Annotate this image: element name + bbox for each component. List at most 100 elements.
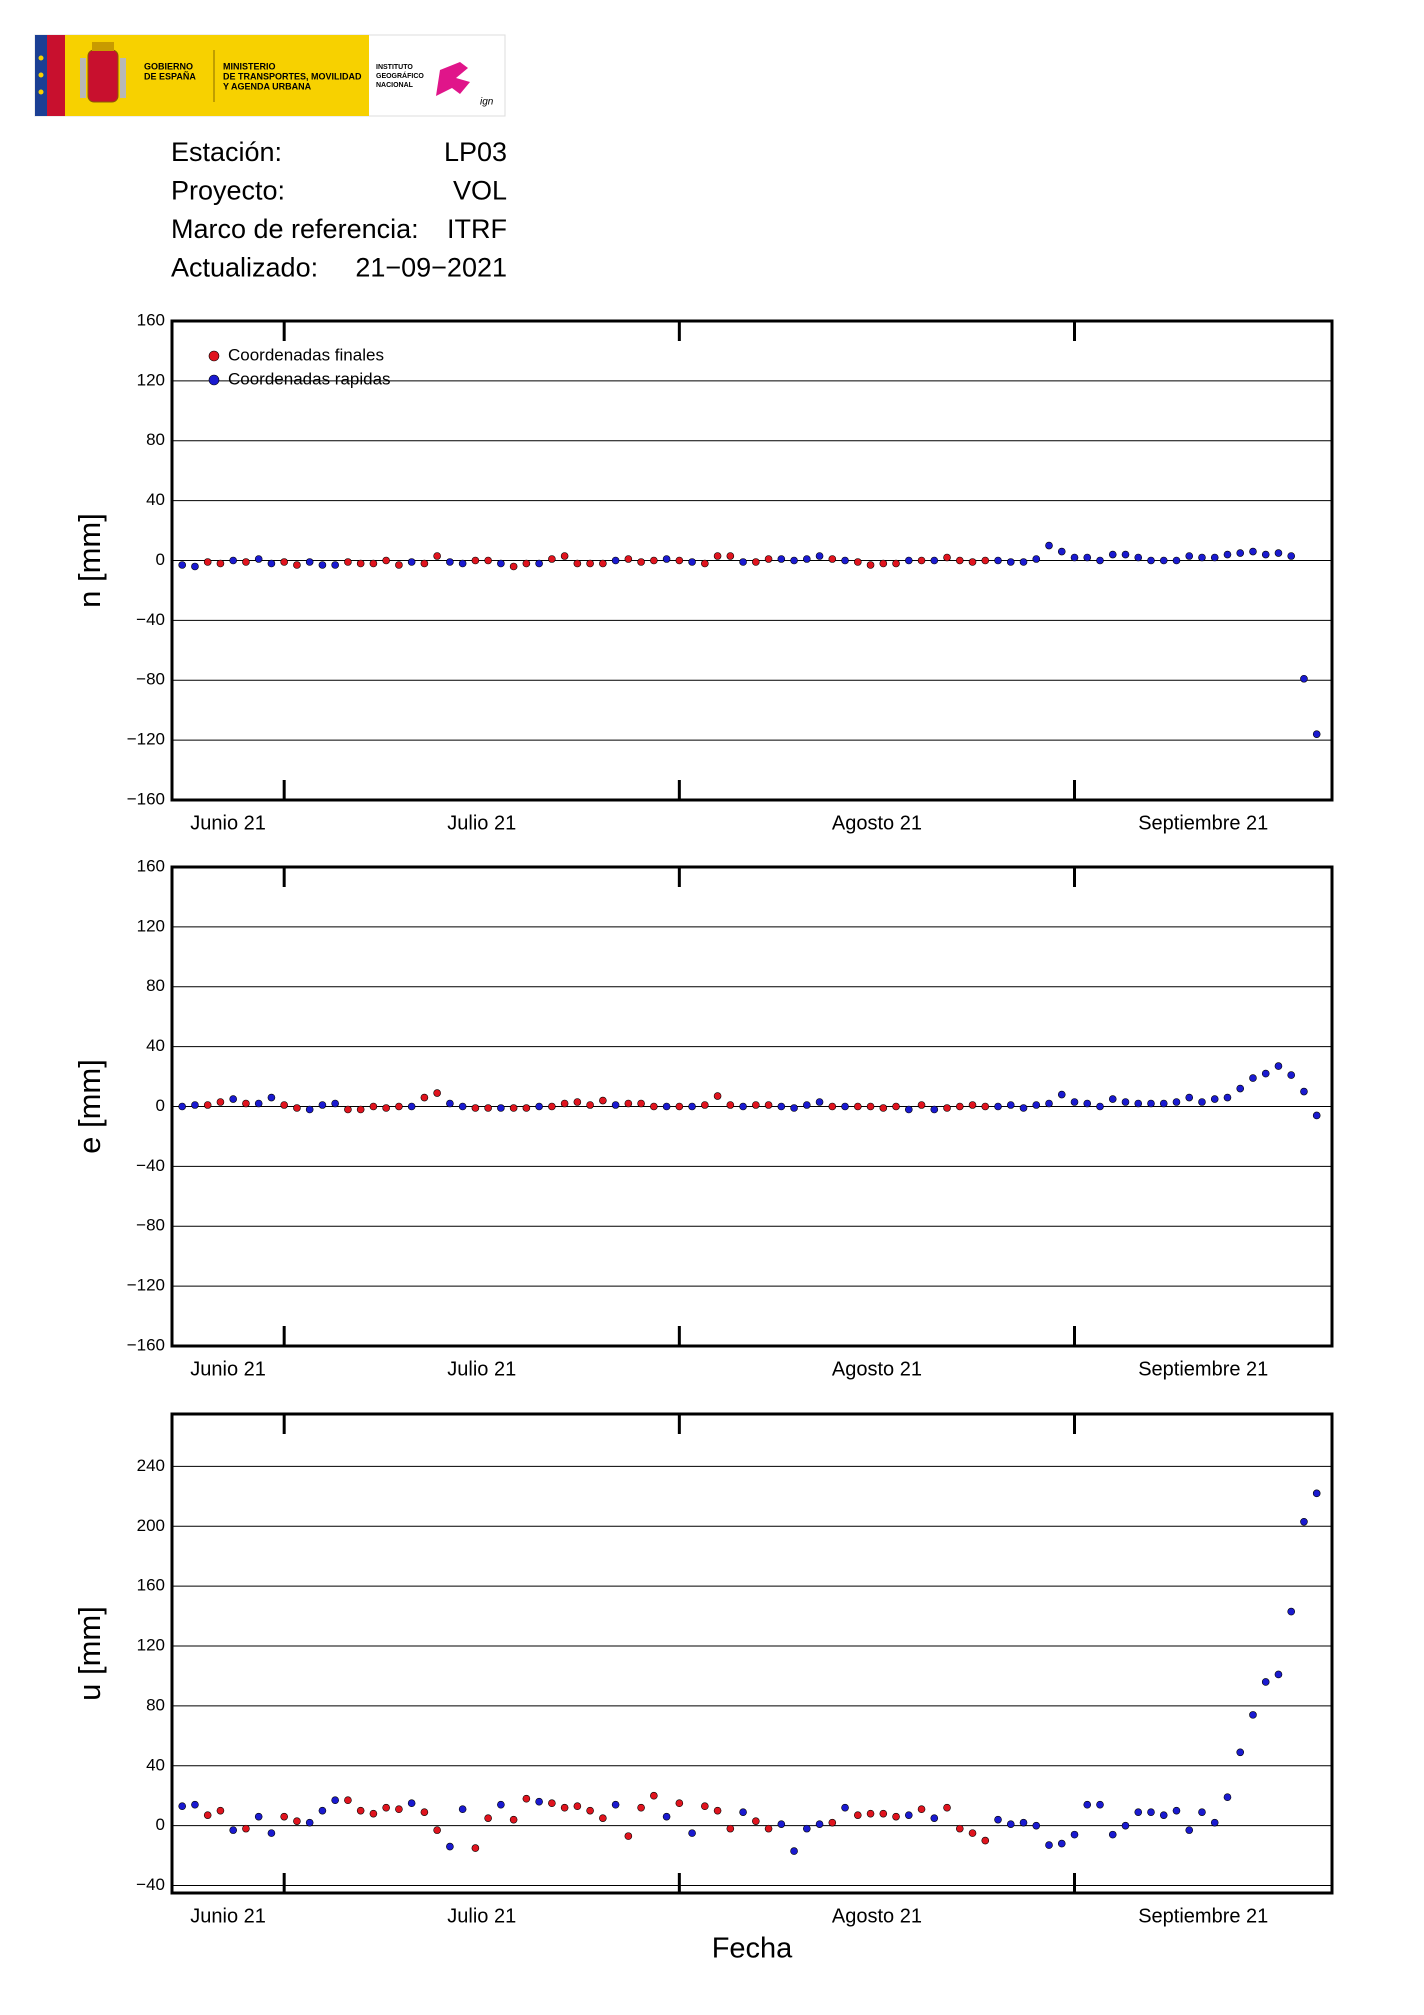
point xyxy=(407,558,416,566)
point xyxy=(866,1102,875,1111)
point xyxy=(675,1799,684,1807)
point xyxy=(675,556,684,565)
point xyxy=(369,559,378,568)
point xyxy=(1236,1748,1245,1757)
point xyxy=(267,1093,276,1102)
point xyxy=(1287,1607,1296,1616)
point xyxy=(1159,1099,1168,1108)
point xyxy=(1108,1830,1117,1839)
point xyxy=(815,1820,824,1828)
point xyxy=(254,1812,263,1821)
point xyxy=(446,558,454,566)
point xyxy=(713,552,722,560)
point xyxy=(446,1099,454,1108)
logo-text: DE TRANSPORTES, MOVILIDAD xyxy=(223,71,362,81)
point xyxy=(955,1102,964,1111)
point xyxy=(599,1096,607,1105)
point xyxy=(713,1806,722,1815)
point xyxy=(1147,1099,1155,1108)
point xyxy=(777,1820,786,1828)
y-axis-label: n [mm] xyxy=(72,513,107,608)
point xyxy=(1236,549,1245,557)
point xyxy=(305,558,314,566)
point xyxy=(892,559,900,568)
y-tick-label: 80 xyxy=(146,430,165,449)
point xyxy=(752,558,760,566)
point xyxy=(254,555,263,563)
plot-frame xyxy=(170,1412,1334,1895)
point xyxy=(446,1842,454,1851)
header-value: 21−09−2021 xyxy=(355,253,507,283)
point xyxy=(1198,1098,1206,1106)
point xyxy=(917,556,926,565)
point xyxy=(943,1803,951,1812)
y-tick-label: 160 xyxy=(137,310,165,329)
point xyxy=(484,556,492,565)
point xyxy=(382,1803,390,1812)
point xyxy=(981,1102,990,1111)
point xyxy=(560,552,569,560)
point xyxy=(216,1098,225,1106)
point xyxy=(509,562,518,571)
y-tick-label: 120 xyxy=(137,370,165,389)
point xyxy=(497,559,505,568)
point xyxy=(790,1847,798,1855)
point xyxy=(981,1836,990,1845)
point xyxy=(331,1796,339,1804)
y-tick-label: 240 xyxy=(137,1456,165,1475)
point xyxy=(866,561,875,569)
star xyxy=(38,55,44,61)
point xyxy=(854,1811,862,1819)
point xyxy=(854,558,862,566)
point xyxy=(1045,1841,1053,1849)
point xyxy=(1300,674,1308,683)
point xyxy=(764,1824,773,1833)
point xyxy=(1185,1826,1194,1834)
point xyxy=(917,1805,926,1813)
chart: −160 −120 −80 −40 0 40 80 120 160 Junio 21 Julio 2… xyxy=(72,310,1334,834)
point xyxy=(815,1098,824,1106)
point xyxy=(1210,1095,1219,1103)
point xyxy=(1121,550,1130,559)
point xyxy=(1172,1806,1181,1815)
point xyxy=(994,556,1002,565)
point xyxy=(828,1102,837,1111)
point xyxy=(1249,1711,1257,1719)
point xyxy=(879,1104,888,1112)
point xyxy=(1261,1678,1270,1686)
point xyxy=(1108,1095,1117,1103)
point xyxy=(675,1102,684,1111)
point xyxy=(254,1099,263,1108)
point xyxy=(624,555,633,563)
point xyxy=(548,1102,556,1111)
header-value: LP03 xyxy=(444,137,507,167)
plot-area xyxy=(172,1414,1332,1893)
point xyxy=(1070,553,1079,562)
point xyxy=(1083,1800,1092,1809)
x-tick-label: Julio 21 xyxy=(447,1905,516,1927)
y-tick-label: 0 xyxy=(156,1815,165,1834)
legend-label: Coordenadas finales xyxy=(228,345,384,364)
point xyxy=(471,556,480,565)
x-tick-label: Julio 21 xyxy=(447,1358,516,1380)
point xyxy=(573,559,582,568)
point xyxy=(535,1102,543,1111)
logo-text: INSTITUTO xyxy=(376,64,413,71)
point xyxy=(866,1809,875,1818)
y-tick-label: 40 xyxy=(146,1036,165,1055)
point xyxy=(650,1791,658,1800)
point xyxy=(471,1844,480,1852)
point xyxy=(522,1104,531,1112)
point xyxy=(1134,1099,1143,1108)
point xyxy=(879,559,888,568)
point xyxy=(1172,556,1181,565)
point xyxy=(739,1102,747,1111)
point xyxy=(586,1806,594,1815)
point xyxy=(395,1102,403,1111)
x-tick-label: Junio 21 xyxy=(190,812,266,834)
x-tick-label: Junio 21 xyxy=(190,1358,266,1380)
point xyxy=(1070,1830,1079,1839)
point xyxy=(841,1102,849,1111)
point xyxy=(917,1101,926,1109)
point xyxy=(1096,1102,1104,1111)
